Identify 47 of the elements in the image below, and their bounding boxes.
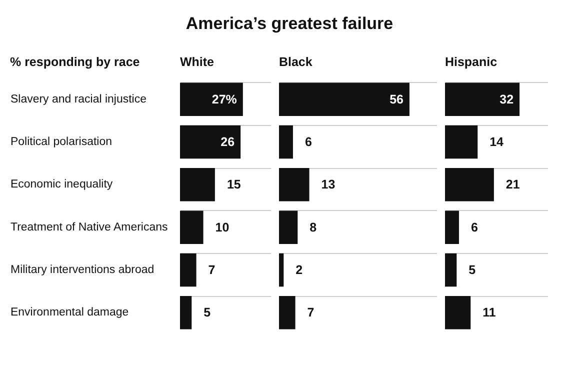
bar (278, 125, 293, 159)
bar (278, 210, 298, 244)
data-label: 27% (212, 92, 237, 106)
bar (180, 168, 215, 202)
bar (445, 82, 520, 116)
text: America’s greatest failure (184, 14, 394, 34)
y-tick-label: Political polarisation (10, 136, 112, 148)
y-tick-label: Treatment of Native Americans (10, 221, 168, 234)
data-label: 5 (204, 306, 211, 320)
data-label: 10 (215, 220, 230, 234)
bar (180, 125, 241, 159)
data-label: 2 (296, 262, 303, 277)
y-tick-label: Military interventions abroad (10, 264, 154, 276)
series-label: Black (278, 55, 312, 70)
y-tick-label: Economic inequality (10, 178, 113, 191)
y-tick-label: Slavery and racial injustice (10, 93, 146, 106)
data-label: 5 (469, 262, 476, 277)
bar (445, 296, 471, 330)
bar (180, 82, 243, 116)
bar (278, 168, 310, 202)
data-label: 14 (490, 135, 504, 150)
data-label: 11 (483, 306, 496, 320)
data-label: 8 (310, 220, 317, 234)
bar (180, 296, 192, 330)
data-label: 7 (208, 263, 216, 277)
bar (445, 125, 478, 159)
data-label: 26 (220, 135, 235, 149)
data-label: 6 (304, 135, 312, 150)
bar (180, 210, 204, 244)
bar (278, 253, 284, 287)
y-tick-label: Environmental damage (10, 306, 129, 319)
data-label: 32 (500, 92, 514, 106)
bar (278, 296, 296, 330)
data-label: 21 (506, 178, 520, 192)
series-label: Hispanic (445, 55, 498, 70)
bar (445, 253, 458, 287)
data-label: 56 (389, 92, 404, 106)
bar (278, 82, 410, 116)
data-label: 13 (321, 178, 336, 192)
series-label: White (180, 55, 214, 69)
data-label: 15 (226, 178, 241, 192)
data-label: 6 (471, 220, 478, 234)
y-axis-title: % responding by race (10, 55, 140, 69)
data-label: 7 (307, 306, 314, 320)
bar (180, 253, 196, 287)
bar (445, 168, 494, 202)
bar (445, 210, 460, 244)
